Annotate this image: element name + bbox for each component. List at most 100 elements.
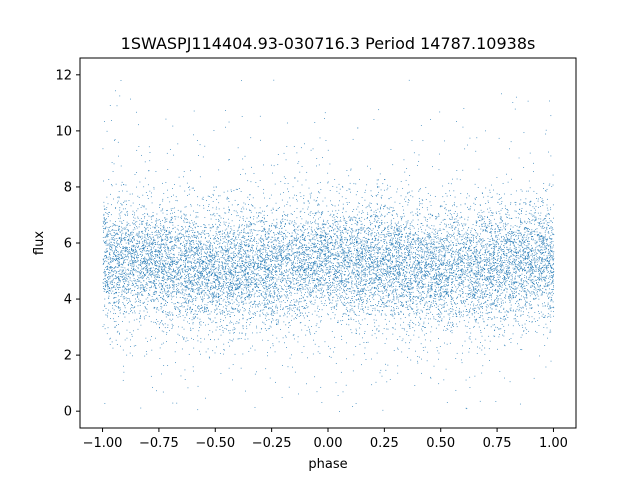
data-point [446,240,448,241]
data-point [279,260,281,261]
data-point [439,111,441,113]
data-point [426,256,428,258]
data-point [413,275,415,277]
data-point [355,183,357,185]
data-point [517,287,519,289]
data-point [106,281,108,283]
data-point [537,234,539,236]
data-point [401,303,403,305]
data-point [383,250,385,251]
data-point [131,335,133,337]
data-point [503,250,505,252]
data-point [365,269,367,271]
data-point [322,235,323,237]
data-point [154,284,155,286]
data-point [427,246,429,248]
data-point [263,239,265,241]
data-point [419,323,421,325]
data-point [238,279,240,281]
data-point [438,299,440,301]
data-point [537,249,539,250]
data-point [306,262,308,263]
data-point [496,300,498,302]
data-point [206,287,208,289]
data-point [325,260,327,262]
data-point [330,255,331,257]
data-point [341,253,343,254]
data-point [431,286,433,287]
data-point [400,268,402,269]
data-point [513,231,515,233]
data-point [392,269,394,271]
data-point [390,262,392,264]
data-point [208,255,210,257]
data-point [225,250,226,252]
data-point [276,225,277,227]
data-point [504,243,506,245]
data-point [473,277,475,279]
data-point [271,301,273,303]
data-point [247,279,249,281]
data-point [201,263,202,265]
data-point [155,249,157,251]
data-point [270,313,272,315]
data-point [187,257,189,259]
data-point [379,248,380,250]
data-point [476,283,478,284]
data-point [216,307,218,309]
data-point [200,274,202,276]
data-point [154,322,156,323]
data-point [501,236,503,237]
data-point [177,306,179,308]
data-point [227,325,229,327]
data-point [225,282,227,284]
data-point [207,251,208,253]
data-point [105,241,107,243]
data-point [189,288,190,290]
data-point [212,254,213,256]
data-point [132,355,133,357]
data-point [254,373,256,375]
data-point [388,249,390,251]
data-point [293,244,295,245]
data-point [421,271,423,273]
data-point [138,255,139,256]
data-point [310,289,311,291]
data-point [205,249,207,250]
data-point [135,300,137,302]
data-point [102,225,104,227]
data-point [105,208,107,210]
data-point [141,293,142,295]
data-point [133,216,134,218]
data-point [170,278,171,280]
data-point [228,367,230,369]
data-point [203,244,205,246]
data-point [316,391,318,393]
data-point [526,295,528,297]
data-point [318,267,319,269]
data-point [328,285,330,287]
data-point [185,282,187,284]
data-point [218,269,219,271]
data-point [266,205,268,207]
data-point [548,308,550,310]
data-point [407,306,408,308]
data-point [249,257,250,259]
data-point [158,252,160,254]
data-point [517,217,519,219]
data-point [377,240,379,242]
data-point [317,183,319,184]
data-point [153,306,155,308]
data-point [488,211,490,213]
data-point [230,316,231,318]
data-point [527,228,529,229]
data-point [418,197,420,199]
data-point [500,298,502,300]
data-point [172,326,173,328]
data-point [485,260,487,262]
data-point [314,270,315,272]
data-point [223,191,225,193]
data-point [398,234,399,236]
data-point [489,282,491,284]
data-point [480,238,482,240]
